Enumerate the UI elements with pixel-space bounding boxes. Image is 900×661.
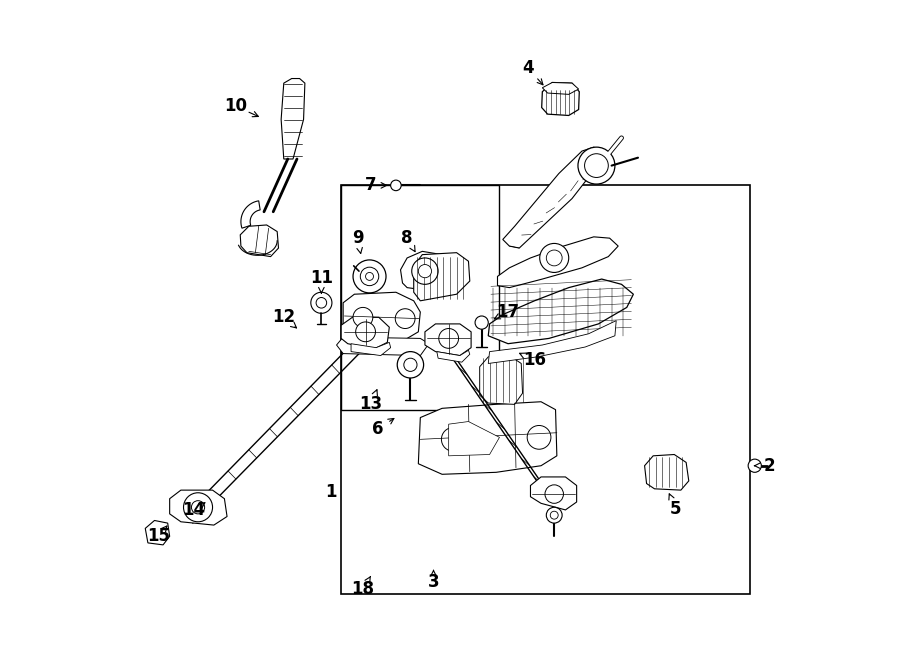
Text: 12: 12 — [272, 308, 295, 327]
Text: 16: 16 — [523, 351, 546, 369]
Circle shape — [356, 322, 375, 342]
Circle shape — [353, 260, 386, 293]
Polygon shape — [343, 292, 420, 340]
Circle shape — [475, 316, 489, 329]
Circle shape — [527, 426, 551, 449]
Circle shape — [546, 507, 562, 523]
Circle shape — [585, 154, 608, 177]
Polygon shape — [341, 317, 390, 349]
Text: 2: 2 — [764, 457, 776, 475]
Circle shape — [365, 272, 374, 280]
Circle shape — [310, 292, 332, 313]
Circle shape — [545, 485, 563, 503]
Polygon shape — [240, 225, 278, 256]
Polygon shape — [530, 477, 577, 510]
Polygon shape — [436, 350, 470, 362]
Polygon shape — [503, 147, 602, 248]
Circle shape — [192, 500, 204, 514]
Circle shape — [391, 180, 401, 190]
Polygon shape — [170, 490, 227, 525]
Polygon shape — [489, 279, 634, 344]
Polygon shape — [498, 237, 618, 288]
Text: 18: 18 — [351, 580, 374, 598]
Text: 3: 3 — [428, 574, 439, 592]
Text: 17: 17 — [497, 303, 519, 321]
Text: 9: 9 — [352, 229, 364, 247]
Text: 8: 8 — [401, 229, 413, 247]
Text: 6: 6 — [372, 420, 383, 438]
Circle shape — [397, 352, 424, 378]
Polygon shape — [449, 422, 500, 456]
Polygon shape — [543, 83, 579, 95]
Polygon shape — [351, 342, 391, 356]
Text: 11: 11 — [310, 269, 333, 287]
Polygon shape — [400, 251, 450, 291]
Text: 1: 1 — [326, 483, 337, 501]
Polygon shape — [425, 324, 471, 356]
Text: 4: 4 — [522, 59, 534, 77]
Circle shape — [418, 264, 431, 278]
Polygon shape — [480, 356, 523, 405]
Circle shape — [411, 258, 438, 284]
Text: 13: 13 — [359, 395, 382, 413]
Polygon shape — [418, 402, 557, 475]
Polygon shape — [644, 455, 688, 490]
Circle shape — [404, 358, 417, 371]
Circle shape — [360, 267, 379, 286]
Text: 7: 7 — [365, 176, 377, 194]
Bar — [341, 185, 750, 594]
Circle shape — [395, 309, 415, 329]
Polygon shape — [241, 201, 260, 228]
Circle shape — [316, 297, 327, 308]
Circle shape — [439, 329, 459, 348]
Polygon shape — [489, 321, 616, 364]
Circle shape — [540, 243, 569, 272]
Polygon shape — [145, 520, 170, 545]
Circle shape — [546, 250, 562, 266]
Circle shape — [550, 511, 558, 519]
Bar — [341, 185, 500, 410]
Polygon shape — [414, 253, 470, 301]
Polygon shape — [281, 79, 305, 159]
Circle shape — [578, 147, 615, 184]
Polygon shape — [337, 337, 429, 356]
Circle shape — [184, 492, 212, 522]
Text: 10: 10 — [224, 97, 248, 115]
Circle shape — [353, 307, 373, 327]
Text: 14: 14 — [183, 501, 205, 519]
Text: 5: 5 — [670, 500, 681, 518]
Text: 15: 15 — [147, 527, 170, 545]
Polygon shape — [542, 83, 580, 116]
Circle shape — [748, 459, 761, 473]
Circle shape — [441, 428, 465, 451]
